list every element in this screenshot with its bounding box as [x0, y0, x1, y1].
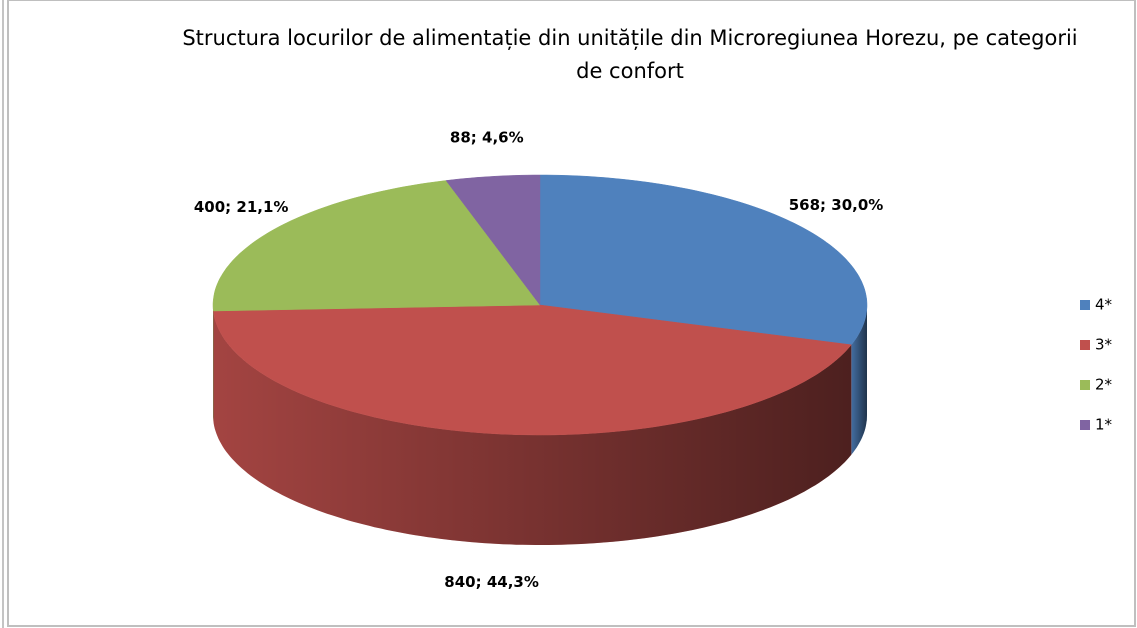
- chart-title: Structura locurilor de alimentație din u…: [182, 26, 1078, 83]
- legend-label: 4*: [1095, 296, 1113, 314]
- slice: [539, 174, 868, 346]
- legend-swatch: [1080, 380, 1090, 390]
- legend-label: 3*: [1095, 336, 1113, 354]
- slice: [212, 180, 541, 312]
- slice-side-shade: [213, 311, 852, 545]
- slice: [213, 304, 852, 436]
- frame: [7, 0, 1136, 627]
- data-label: 400; 21,1%: [194, 198, 289, 216]
- slice-side-shade: [851, 305, 867, 455]
- slice-side: [851, 305, 867, 455]
- slice-side: [213, 311, 852, 545]
- legend-label: 2*: [1095, 376, 1113, 394]
- data-label: 88; 4,6%: [450, 128, 524, 146]
- legend-swatch: [1080, 300, 1090, 310]
- data-label: 568; 30,0%: [789, 196, 884, 214]
- legend-label: 1*: [1095, 416, 1113, 434]
- legend-swatch: [1080, 340, 1090, 350]
- data-label: 840; 44,3%: [444, 573, 539, 591]
- legend-swatch: [1080, 420, 1090, 430]
- slice: [445, 174, 541, 306]
